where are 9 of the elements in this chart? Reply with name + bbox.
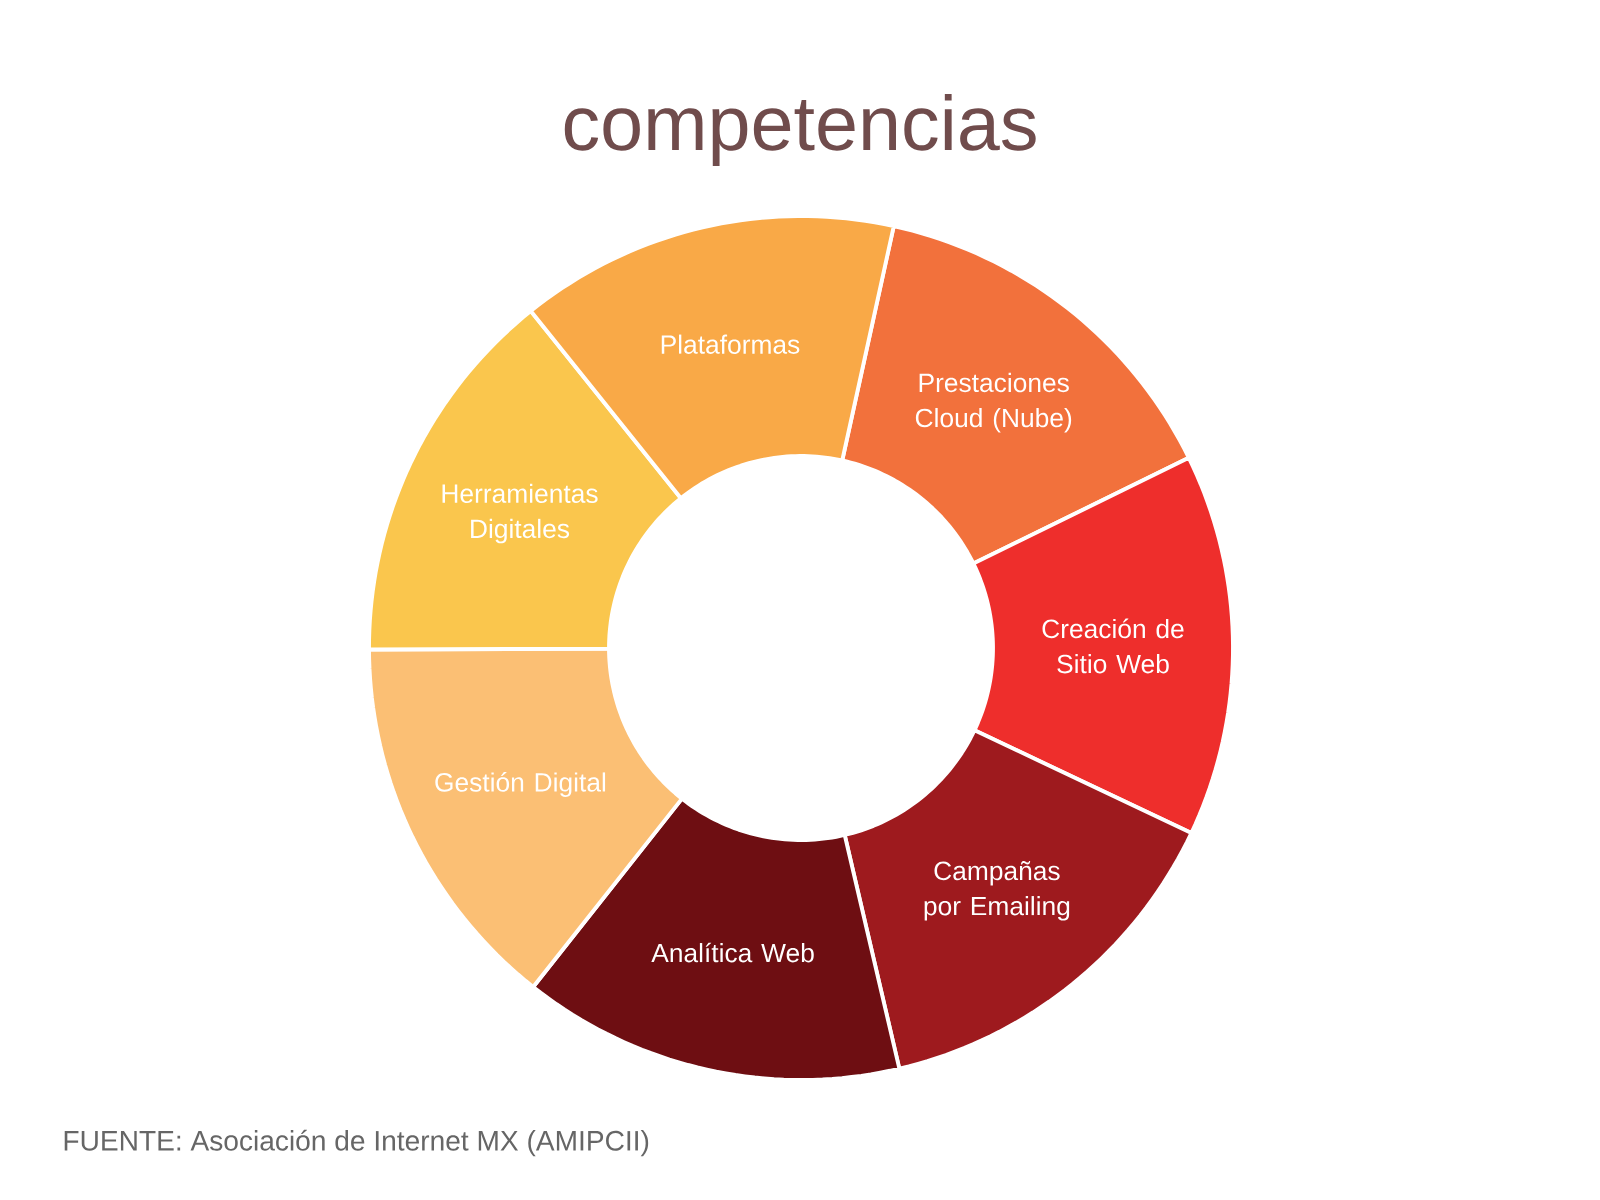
slice-label: Gestión Digital (435, 772, 606, 797)
source-note: FUENTE: Asociación de Internet MX (AMIPCII) (64, 1129, 649, 1157)
slice-label: Herramientas Digitales (442, 483, 598, 544)
slice-label: Analítica Web (651, 942, 814, 963)
slice-label: Prestaciones Cloud (Nube) (915, 372, 1072, 433)
slice-label: Creación de Sitio Web (1042, 618, 1184, 674)
chart-title: competencias (564, 93, 1036, 167)
slice-label: Plataformas (661, 334, 800, 354)
slice-label: Campañas por Emailing (924, 861, 1070, 921)
